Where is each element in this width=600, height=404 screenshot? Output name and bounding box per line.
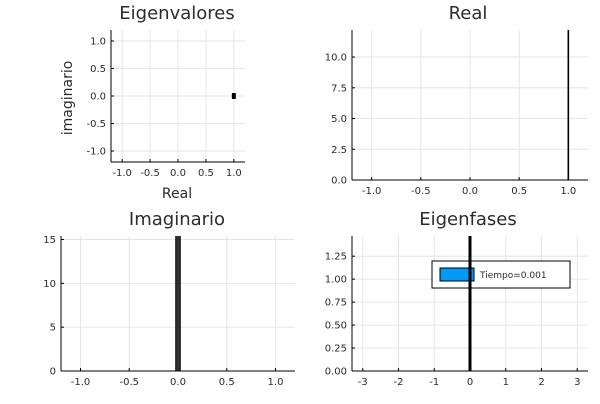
x-tick-label: 3 xyxy=(574,377,580,388)
chart-title: Eigenfases xyxy=(419,209,516,230)
x-tick-label: 0.5 xyxy=(511,186,527,197)
y-tick-label: 1.00 xyxy=(325,275,347,286)
x-tick-label: 1.0 xyxy=(226,168,242,179)
bar xyxy=(179,236,181,371)
x-tick-label: 1.0 xyxy=(560,186,576,197)
y-tick-label: 0.0 xyxy=(331,176,347,187)
x-tick-label: -0.5 xyxy=(140,168,160,179)
x-tick-label: -1.0 xyxy=(71,377,91,388)
bar xyxy=(468,236,472,371)
x-tick-label: -3 xyxy=(358,377,368,388)
y-tick-label: 10.0 xyxy=(325,53,347,64)
panel-imaginario: Imaginario -1.0 -0.5 0.0 0.5 1.0 0 5 10 15 xyxy=(43,209,295,388)
x-tick-label: 0.0 xyxy=(462,186,478,197)
bar xyxy=(177,236,179,371)
legend-swatch xyxy=(439,267,475,282)
panel-eigenfases: Eigenfases Tiempo=0.001 -3 -2 -1 0 1 2 3 0.00 0.… xyxy=(325,209,588,388)
x-tick-label: 2 xyxy=(538,377,544,388)
legend-label: Tiempo=0.001 xyxy=(479,271,547,281)
grid xyxy=(352,30,588,181)
y-tick-label: 0.75 xyxy=(325,298,347,309)
y-tick-label: 15 xyxy=(43,235,56,246)
x-tick-label: -1 xyxy=(429,377,439,388)
x-tick-label: 0 xyxy=(467,377,473,388)
x-tick-label: -0.5 xyxy=(411,186,431,197)
x-tick-label: 0.0 xyxy=(170,377,186,388)
y-tick-label: 10 xyxy=(43,279,56,290)
x-tick-label: -1.0 xyxy=(112,168,132,179)
y-tick-label: 0.5 xyxy=(90,64,106,75)
x-tick-label: -1.0 xyxy=(362,186,382,197)
x-tick-label: -0.5 xyxy=(119,377,139,388)
y-tick-label: 2.5 xyxy=(331,145,347,156)
y-tick-label: 5 xyxy=(50,323,56,334)
x-axis-label: Real xyxy=(162,186,192,202)
bar xyxy=(567,30,570,180)
x-tick-label: 1.0 xyxy=(268,377,284,388)
x-tick-label: -2 xyxy=(393,377,403,388)
x-tick-label: 0.0 xyxy=(170,168,186,179)
y-tick-label: 1.25 xyxy=(325,252,347,263)
grid xyxy=(111,30,245,162)
y-axis-label: imaginario xyxy=(60,61,76,136)
panel-real: Real -1.0 -0.5 0.0 0.5 1.0 0.0 2.5 5.0 7.5 10.0 xyxy=(325,3,588,197)
y-tick-label: 0 xyxy=(50,367,56,378)
chart-title: Real xyxy=(449,3,488,24)
x-tick-label: 0.5 xyxy=(198,168,214,179)
y-tick-label: 7.5 xyxy=(331,83,347,94)
y-tick-label: 0.0 xyxy=(90,92,106,103)
y-tick-label: 0.25 xyxy=(325,344,347,355)
y-tick-label: 5.0 xyxy=(331,114,347,125)
y-tick-label: -1.0 xyxy=(86,147,106,158)
x-tick-label: 1 xyxy=(503,377,509,388)
y-tick-label: 0.00 xyxy=(325,367,347,378)
y-tick-label: 1.0 xyxy=(90,37,106,48)
chart-title: Eigenvalores xyxy=(119,3,234,24)
panel-eigenvalores: Eigenvalores Real imaginario -1.0 -0.5 0.0… xyxy=(60,3,245,202)
y-tick-label: -0.5 xyxy=(86,119,106,130)
bar xyxy=(175,236,177,371)
chart-title: Imaginario xyxy=(129,209,225,230)
x-tick-label: 0.5 xyxy=(219,377,235,388)
data-point xyxy=(231,93,236,99)
y-tick-label: 0.50 xyxy=(325,321,347,332)
